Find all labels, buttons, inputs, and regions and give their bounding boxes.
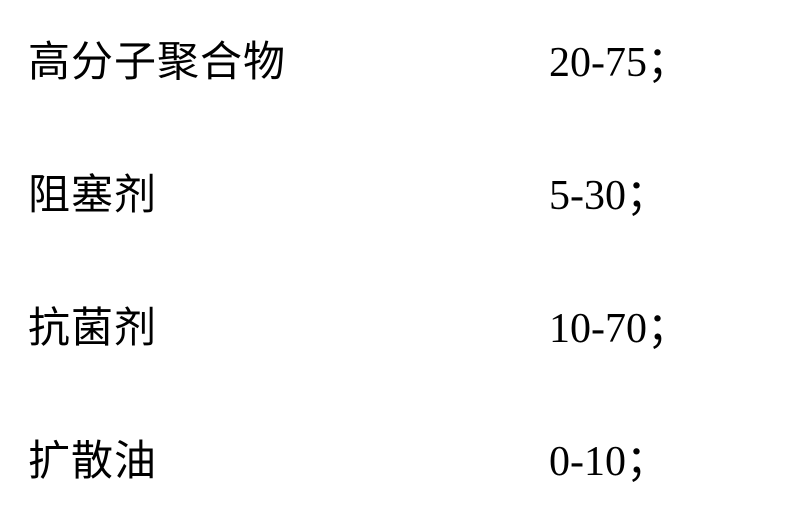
table-row: 高分子聚合物 20-75； [28, 28, 749, 89]
row-value: 0-10； [549, 427, 749, 488]
table-row: 阻塞剂 5-30； [28, 161, 749, 222]
row-value: 5-30； [549, 161, 749, 222]
row-label: 抗菌剂 [28, 294, 157, 355]
row-value: 20-75； [549, 28, 749, 89]
row-label: 阻塞剂 [28, 161, 157, 222]
composition-table: 高分子聚合物 20-75； 阻塞剂 5-30； 抗菌剂 10-70； 扩散油 0… [0, 0, 789, 521]
row-value: 10-70； [549, 294, 749, 355]
table-row: 抗菌剂 10-70； [28, 294, 749, 355]
row-label: 扩散油 [28, 427, 157, 488]
table-row: 扩散油 0-10； [28, 427, 749, 488]
row-label: 高分子聚合物 [28, 28, 286, 89]
